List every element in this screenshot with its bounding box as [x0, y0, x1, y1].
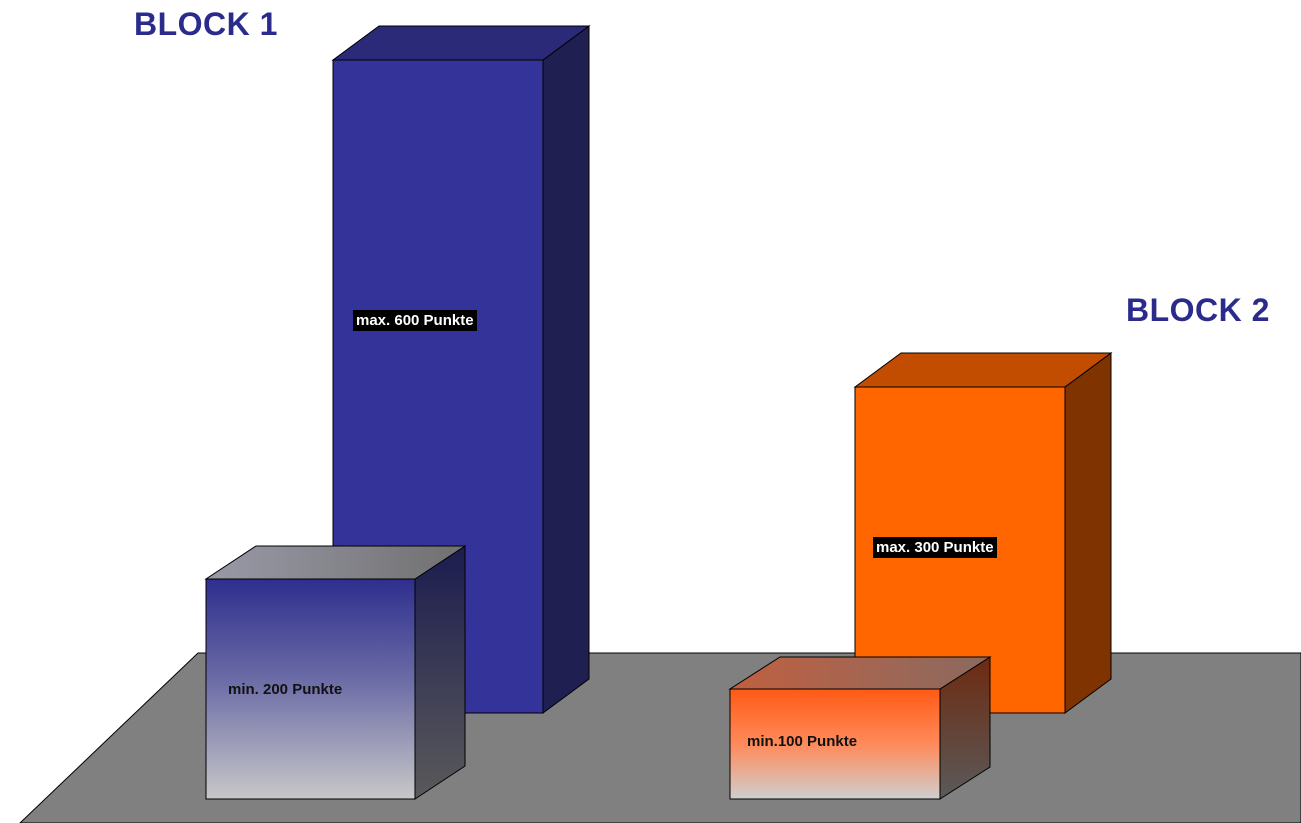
block-1-max-bar-side — [542, 25, 590, 714]
block-2-max-bar-side — [1064, 352, 1112, 714]
block-2-title: BLOCK 2 — [1126, 292, 1270, 328]
block-2-min-label: min.100 Punkte — [747, 733, 858, 750]
block-1-title: BLOCK 1 — [134, 6, 278, 42]
block-2-min-bar-top — [728, 656, 992, 690]
block-2-max-bar-top — [853, 352, 1113, 388]
block-1-max-bar-top — [331, 25, 591, 61]
block-1-min-bar-top — [204, 545, 467, 580]
block-1-min-label: min. 200 Punkte — [228, 681, 343, 698]
block-2-max-label: max. 300 Punkte — [873, 537, 997, 558]
block-1-max-label: max. 600 Punkte — [353, 310, 477, 331]
block-1-min-bar-side — [414, 545, 466, 800]
